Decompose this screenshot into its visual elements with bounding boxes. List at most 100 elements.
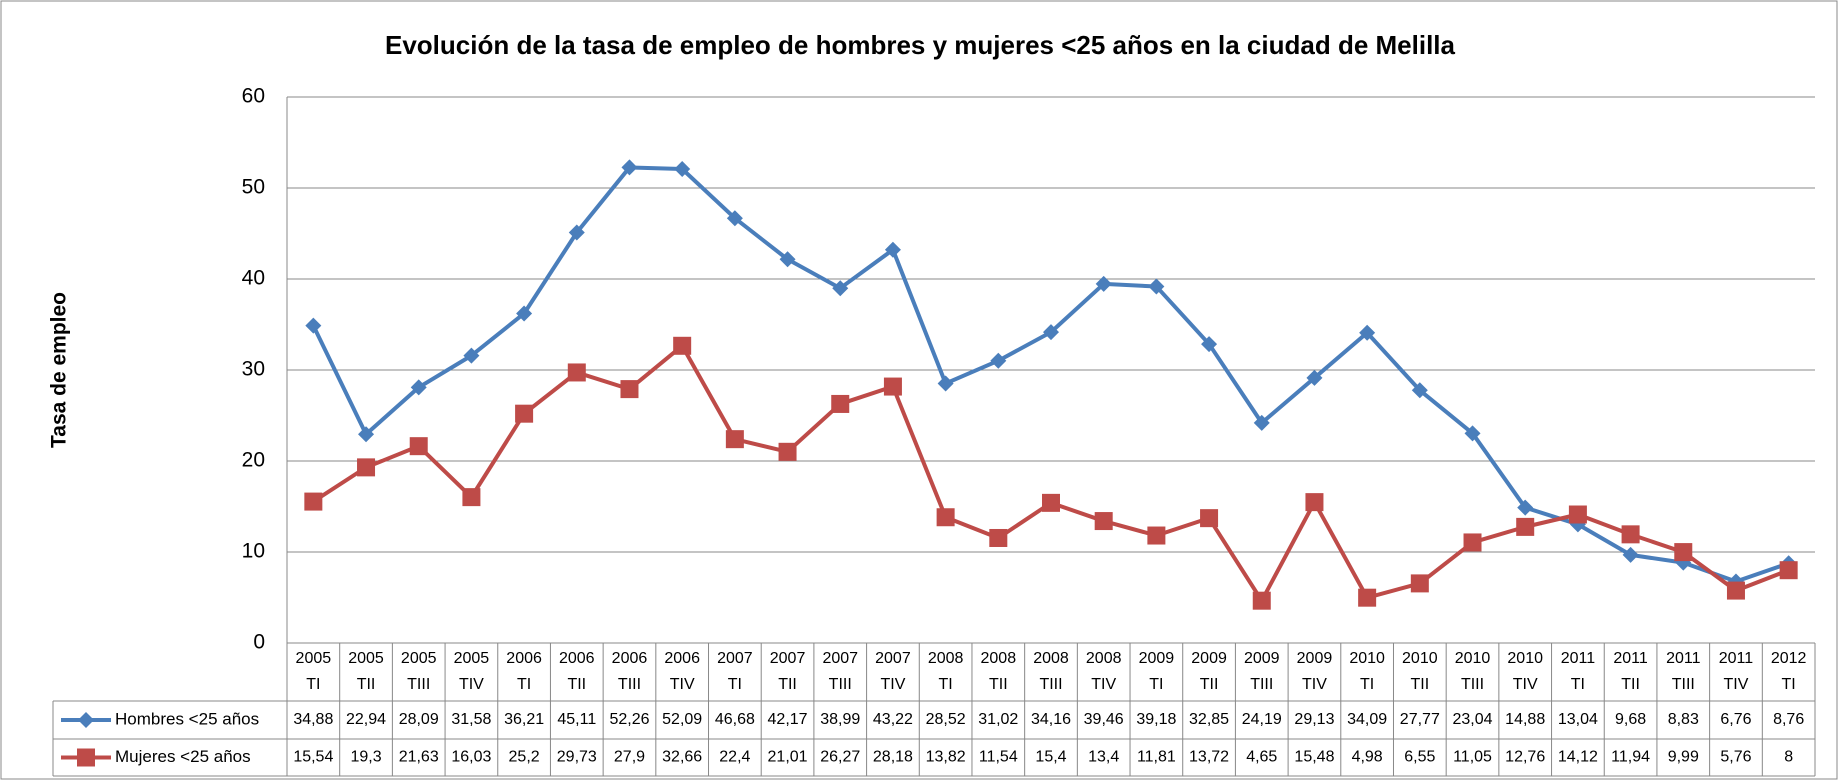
x-tick-label: TII xyxy=(567,676,586,693)
marker xyxy=(620,380,639,399)
marker xyxy=(674,160,691,177)
marker xyxy=(305,317,322,334)
data-label: 4,65 xyxy=(1246,749,1277,766)
x-tick-label: 2009 xyxy=(1244,650,1280,667)
marker xyxy=(779,251,796,268)
x-tick-label: 2007 xyxy=(875,650,911,667)
y-tick-label: 20 xyxy=(242,449,265,472)
data-label: 13,04 xyxy=(1558,711,1598,728)
x-tick-label: 2011 xyxy=(1719,650,1754,667)
data-label: 22,4 xyxy=(719,749,750,766)
x-tick-label: 2010 xyxy=(1507,650,1543,667)
data-label: 34,09 xyxy=(1347,711,1387,728)
marker xyxy=(884,241,901,258)
marker xyxy=(409,437,428,456)
marker xyxy=(410,379,427,396)
data-label: 31,58 xyxy=(451,711,491,728)
marker xyxy=(883,377,902,396)
legend-label: Hombres <25 años xyxy=(115,709,259,728)
marker xyxy=(1252,591,1271,610)
data-label: 29,73 xyxy=(557,749,597,766)
marker xyxy=(357,458,376,477)
data-label: 27,9 xyxy=(614,749,645,766)
x-tick-label: 2012 xyxy=(1771,650,1807,667)
marker xyxy=(1042,493,1060,512)
x-tick-label: TIV xyxy=(670,676,695,693)
marker xyxy=(1094,512,1113,531)
y-tick-label: 30 xyxy=(242,358,265,381)
x-tick-label: TII xyxy=(1410,676,1429,693)
data-label: 39,18 xyxy=(1136,711,1176,728)
data-label: 15,54 xyxy=(293,749,333,766)
marker xyxy=(1464,425,1481,442)
y-tick-label: 0 xyxy=(253,631,265,654)
data-label: 38,99 xyxy=(820,711,860,728)
marker xyxy=(1411,382,1428,399)
data-label: 9,68 xyxy=(1615,711,1646,728)
marker xyxy=(1253,414,1270,431)
data-label: 23,04 xyxy=(1452,711,1492,728)
x-tick-label: 2005 xyxy=(348,650,384,667)
data-label: 29,13 xyxy=(1294,711,1334,728)
data-label: 16,03 xyxy=(451,749,491,766)
marker xyxy=(936,508,955,527)
marker xyxy=(1148,278,1165,295)
data-label: 12,76 xyxy=(1505,749,1545,766)
marker xyxy=(358,426,375,443)
data-label: 43,22 xyxy=(873,711,913,728)
data-label: 28,09 xyxy=(399,711,439,728)
x-tick-label: TII xyxy=(1200,676,1219,693)
data-label: 34,16 xyxy=(1031,711,1071,728)
x-tick-label: TIV xyxy=(880,676,905,693)
data-label: 11,54 xyxy=(979,749,1018,766)
marker xyxy=(567,363,586,382)
data-label: 11,81 xyxy=(1137,749,1176,766)
marker xyxy=(516,305,533,322)
x-tick-label: 2007 xyxy=(717,650,753,667)
y-tick-label: 50 xyxy=(242,176,265,199)
marker xyxy=(1517,499,1534,516)
y-tick-label: 10 xyxy=(242,540,265,563)
legend-marker xyxy=(78,712,94,728)
data-label: 25,2 xyxy=(509,749,540,766)
x-tick-label: 2009 xyxy=(1191,650,1227,667)
marker xyxy=(463,347,480,364)
data-label: 6,76 xyxy=(1720,711,1751,728)
x-tick-label: 2005 xyxy=(454,650,490,667)
marker xyxy=(990,352,1007,369)
x-tick-label: 2009 xyxy=(1297,650,1333,667)
data-label: 8,76 xyxy=(1773,711,1804,728)
marker xyxy=(1726,581,1745,600)
x-tick-label: TII xyxy=(989,676,1008,693)
x-tick-label: TI xyxy=(1571,676,1585,693)
x-tick-label: TI xyxy=(517,676,531,693)
x-tick-label: TIV xyxy=(1091,676,1116,693)
x-tick-label: 2005 xyxy=(401,650,437,667)
x-tick-label: 2009 xyxy=(1139,650,1175,667)
data-label: 28,18 xyxy=(873,749,913,766)
marker xyxy=(621,159,638,176)
x-tick-label: TI xyxy=(939,676,953,693)
x-tick-label: TIII xyxy=(1039,676,1062,693)
x-tick-label: TI xyxy=(1360,676,1374,693)
data-label: 46,68 xyxy=(715,711,755,728)
x-tick-label: TIV xyxy=(1724,676,1749,693)
data-label: 24,19 xyxy=(1242,711,1282,728)
marker xyxy=(725,430,744,449)
marker xyxy=(1305,493,1324,512)
marker xyxy=(515,404,534,423)
x-tick-label: TIII xyxy=(829,676,852,693)
marker xyxy=(673,336,692,355)
marker xyxy=(304,492,323,511)
marker xyxy=(1674,543,1693,562)
marker xyxy=(1200,509,1219,528)
marker xyxy=(1306,369,1323,386)
marker xyxy=(778,442,797,461)
x-tick-label: 2006 xyxy=(506,650,542,667)
x-tick-label: 2007 xyxy=(822,650,858,667)
x-tick-label: 2010 xyxy=(1349,650,1385,667)
marker xyxy=(831,394,850,413)
x-tick-label: TIII xyxy=(1461,676,1484,693)
marker xyxy=(937,375,954,392)
data-label: 8 xyxy=(1784,749,1793,766)
